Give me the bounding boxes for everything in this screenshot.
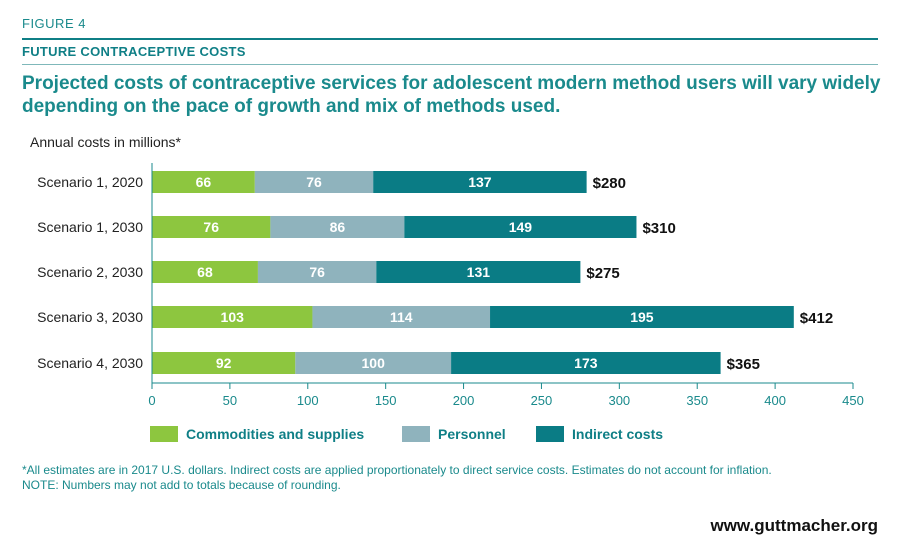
legend-item-commodities: Commodities and supplies [150, 424, 364, 444]
data-label: 76 [309, 264, 325, 280]
chart-headline: Projected costs of contraceptive service… [22, 73, 881, 117]
data-label: 149 [509, 219, 533, 235]
x-tick-label: 450 [842, 393, 864, 408]
category-label: Scenario 4, 2030 [37, 355, 143, 371]
footnote: *All estimates are in 2017 U.S. dollars.… [22, 463, 772, 493]
total-label: $310 [642, 220, 675, 237]
chart-legend: Commodities and supplies Personnel Indir… [0, 424, 900, 444]
bar-segment [152, 216, 271, 238]
legend-swatch-personnel [402, 426, 430, 442]
x-tick-label: 0 [148, 393, 155, 408]
legend-swatch-commodities [150, 426, 178, 442]
bar-segment [295, 352, 452, 374]
units-label: Annual costs in millions* [30, 134, 181, 150]
data-label: 66 [196, 174, 212, 190]
footnote-line-2: NOTE: Numbers may not add to totals beca… [22, 478, 341, 492]
source-url: www.guttmacher.org [710, 516, 878, 535]
x-tick-label: 400 [764, 393, 786, 408]
section-title: FUTURE CONTRACEPTIVE COSTS [22, 44, 246, 59]
bar-segment [490, 306, 794, 328]
bar-segment [152, 171, 255, 193]
category-label: Scenario 3, 2030 [37, 309, 143, 325]
bar-segment [404, 216, 637, 238]
x-tick-label: 50 [223, 393, 237, 408]
data-label: 103 [221, 309, 245, 325]
data-label: 76 [203, 219, 219, 235]
bar-segment [254, 171, 374, 193]
x-tick-label: 100 [297, 393, 319, 408]
bar-segment [152, 352, 296, 374]
legend-item-indirect: Indirect costs [536, 424, 663, 444]
bar-segment [376, 261, 581, 283]
footnote-line-1: *All estimates are in 2017 U.S. dollars.… [22, 463, 772, 477]
data-label: 114 [390, 309, 413, 325]
bar-segment [451, 352, 721, 374]
data-label: 131 [467, 264, 491, 280]
x-tick-label: 350 [686, 393, 708, 408]
data-label: 68 [197, 264, 213, 280]
category-label: Scenario 1, 2030 [37, 219, 143, 235]
header-rule-thin [22, 64, 878, 65]
data-label: 137 [468, 174, 492, 190]
x-tick-label: 150 [375, 393, 397, 408]
category-label: Scenario 1, 2020 [37, 174, 143, 190]
x-tick-label: 200 [453, 393, 475, 408]
bar-segment [270, 216, 405, 238]
legend-swatch-indirect [536, 426, 564, 442]
bar-segment [373, 171, 587, 193]
data-label: 195 [630, 309, 654, 325]
bar-segment [152, 306, 313, 328]
legend-item-personnel: Personnel [402, 424, 506, 444]
data-label: 86 [330, 219, 346, 235]
total-label: $412 [800, 310, 833, 327]
bar-segment [257, 261, 377, 283]
stacked-bar-chart: Scenario 1, 2020 66 76 137 $280 Scenario 1, 2… [37, 163, 864, 408]
legend-label-indirect: Indirect costs [572, 426, 664, 442]
data-label: 100 [362, 355, 386, 371]
total-label: $365 [727, 356, 760, 373]
total-label: $275 [586, 265, 619, 282]
data-label: 76 [306, 174, 322, 190]
data-label: 173 [574, 355, 598, 371]
header-rule [22, 38, 878, 40]
x-tick-label: 250 [531, 393, 553, 408]
legend-label-personnel: Personnel [438, 426, 506, 442]
legend-label-commodities: Commodities and supplies [186, 426, 365, 442]
x-tick-label: 300 [608, 393, 630, 408]
data-label: 92 [216, 355, 232, 371]
figure-label: FIGURE 4 [22, 16, 86, 31]
bar-segment [312, 306, 491, 328]
category-label: Scenario 2, 2030 [37, 264, 143, 280]
bar-segment [152, 261, 258, 283]
total-label: $280 [593, 175, 626, 192]
